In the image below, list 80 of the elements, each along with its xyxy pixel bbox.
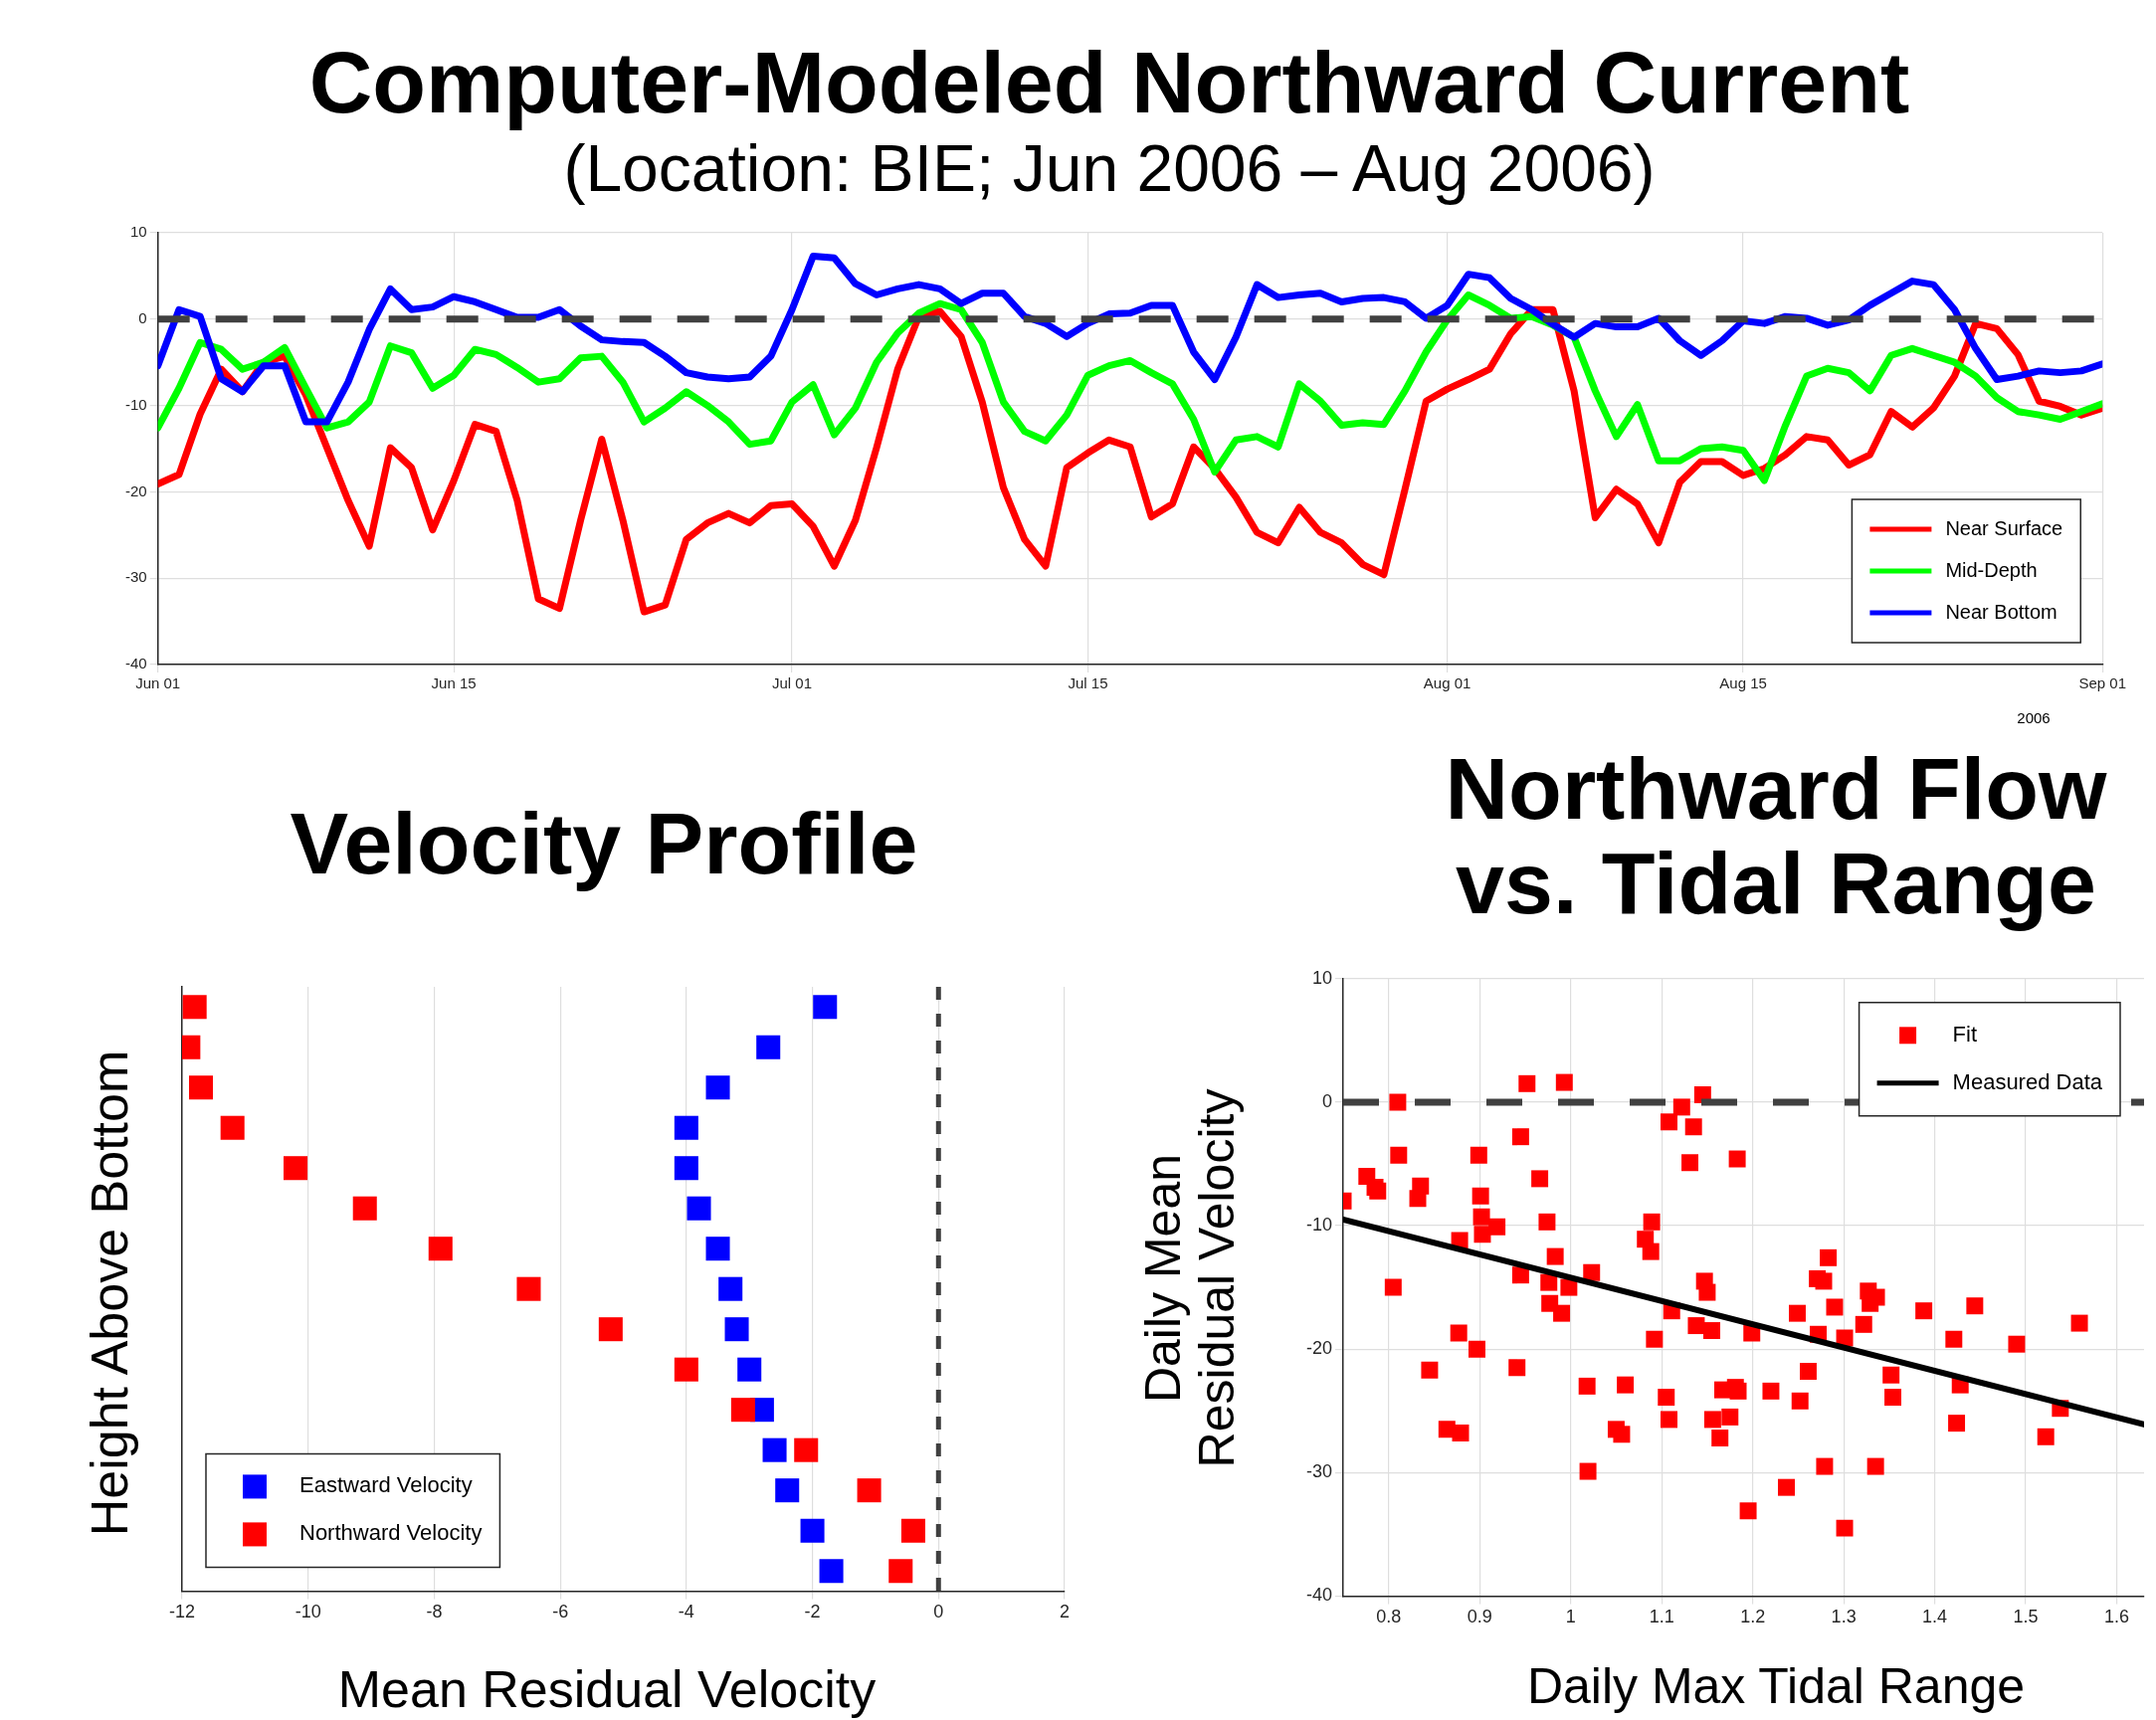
- point: [794, 1437, 819, 1462]
- x-tick-label: -8: [426, 1602, 443, 1623]
- point: [718, 1276, 743, 1301]
- point: [674, 1156, 698, 1181]
- point: [724, 1317, 749, 1342]
- y-tick-label: -20: [1306, 1338, 1333, 1359]
- point: [182, 995, 207, 1020]
- point: [737, 1357, 762, 1382]
- point: [516, 1276, 541, 1301]
- point: [800, 1518, 825, 1543]
- y-tick-label: 0: [138, 308, 147, 326]
- x-tick-label: 0: [933, 1602, 944, 1623]
- point: [686, 1196, 711, 1221]
- x-tick-label: -2: [804, 1602, 821, 1623]
- x-tick-label: Aug 01: [1423, 674, 1471, 692]
- point: [598, 1317, 623, 1342]
- chart-title: Northward Flow vs. Tidal Range: [1445, 738, 2107, 932]
- y-axis-title: Height Above Bottom: [80, 1050, 138, 1537]
- y-tick-label: -40: [1306, 1585, 1333, 1606]
- x-tick-label: 0.8: [1376, 1607, 1402, 1627]
- x-tick-label: -6: [552, 1602, 569, 1623]
- legend-label: Near Bottom: [1945, 600, 2058, 623]
- x-tick-label: 2: [1059, 1602, 1071, 1623]
- legend-label: Northward Velocity: [299, 1520, 483, 1546]
- x-tick-label: 1.2: [1740, 1607, 1766, 1627]
- x-tick-label: Sep 01: [2078, 674, 2126, 692]
- y-tick-label: 10: [129, 223, 147, 241]
- y-tick-label: -10: [124, 395, 147, 413]
- point: [188, 1075, 214, 1100]
- point: [705, 1237, 730, 1261]
- text: 2006: [2017, 708, 2051, 727]
- legend-label: Measured Data: [1952, 1068, 2103, 1094]
- y-tick-label: -10: [1306, 1215, 1333, 1236]
- point: [900, 1518, 925, 1543]
- x-tick-label: Jul 01: [772, 674, 813, 692]
- point: [888, 1559, 913, 1584]
- point: [284, 1156, 308, 1181]
- point: [705, 1075, 730, 1100]
- point: [730, 1398, 755, 1423]
- point: [857, 1478, 882, 1503]
- legend-label: Mid-Depth: [1945, 558, 2038, 581]
- point: [428, 1237, 453, 1261]
- x-tick-label: Jun 15: [431, 674, 477, 692]
- legend-label: Eastward Velocity: [299, 1472, 473, 1498]
- point: [220, 1115, 245, 1140]
- x-tick-label: -4: [678, 1602, 694, 1623]
- point: [756, 1035, 781, 1059]
- x-tick-label: Aug 15: [1719, 674, 1767, 692]
- x-tick-label: 1.5: [2013, 1607, 2039, 1627]
- x-tick-label: 1: [1565, 1607, 1576, 1627]
- y-tick-label: 10: [1311, 967, 1333, 988]
- x-tick-label: 1.6: [2104, 1607, 2130, 1627]
- y-tick-label: 0: [1322, 1090, 1333, 1111]
- point: [813, 995, 838, 1020]
- y-axis-title: Daily Mean Residual Velocity: [1135, 1088, 1245, 1468]
- legend-label: Fit: [1952, 1021, 1978, 1047]
- x-tick-label: 1.1: [1649, 1607, 1674, 1627]
- x-tick-label: 1.4: [1922, 1607, 1948, 1627]
- y-tick-label: -30: [124, 568, 147, 586]
- legend-label: Near Surface: [1945, 516, 2063, 539]
- x-tick-label: Jul 15: [1068, 674, 1108, 692]
- point: [819, 1559, 844, 1584]
- point: [762, 1437, 787, 1462]
- point: [775, 1478, 800, 1503]
- y-tick-label: -20: [124, 481, 147, 499]
- x-tick-label: 0.9: [1467, 1607, 1492, 1627]
- chart-title: Computer-Modeled Northward Current: [308, 33, 1910, 132]
- x-tick-label: 1.3: [1831, 1607, 1857, 1627]
- point: [674, 1115, 698, 1140]
- chart-subtitle: (Location: BIE; Jun 2006 – Aug 2006): [563, 131, 1656, 206]
- chart-title: Velocity Profile: [290, 794, 918, 893]
- point: [352, 1196, 377, 1221]
- point: [674, 1357, 698, 1382]
- y-tick-label: -30: [1306, 1461, 1333, 1482]
- x-axis-title: Mean Residual Velocity: [337, 1659, 877, 1718]
- x-tick-label: -10: [294, 1602, 321, 1623]
- x-tick-label: Jun 01: [135, 674, 181, 692]
- y-tick-label: -40: [124, 655, 147, 672]
- x-tick-label: -12: [168, 1602, 196, 1623]
- x-axis-title: Daily Max Tidal Range: [1526, 1658, 2026, 1714]
